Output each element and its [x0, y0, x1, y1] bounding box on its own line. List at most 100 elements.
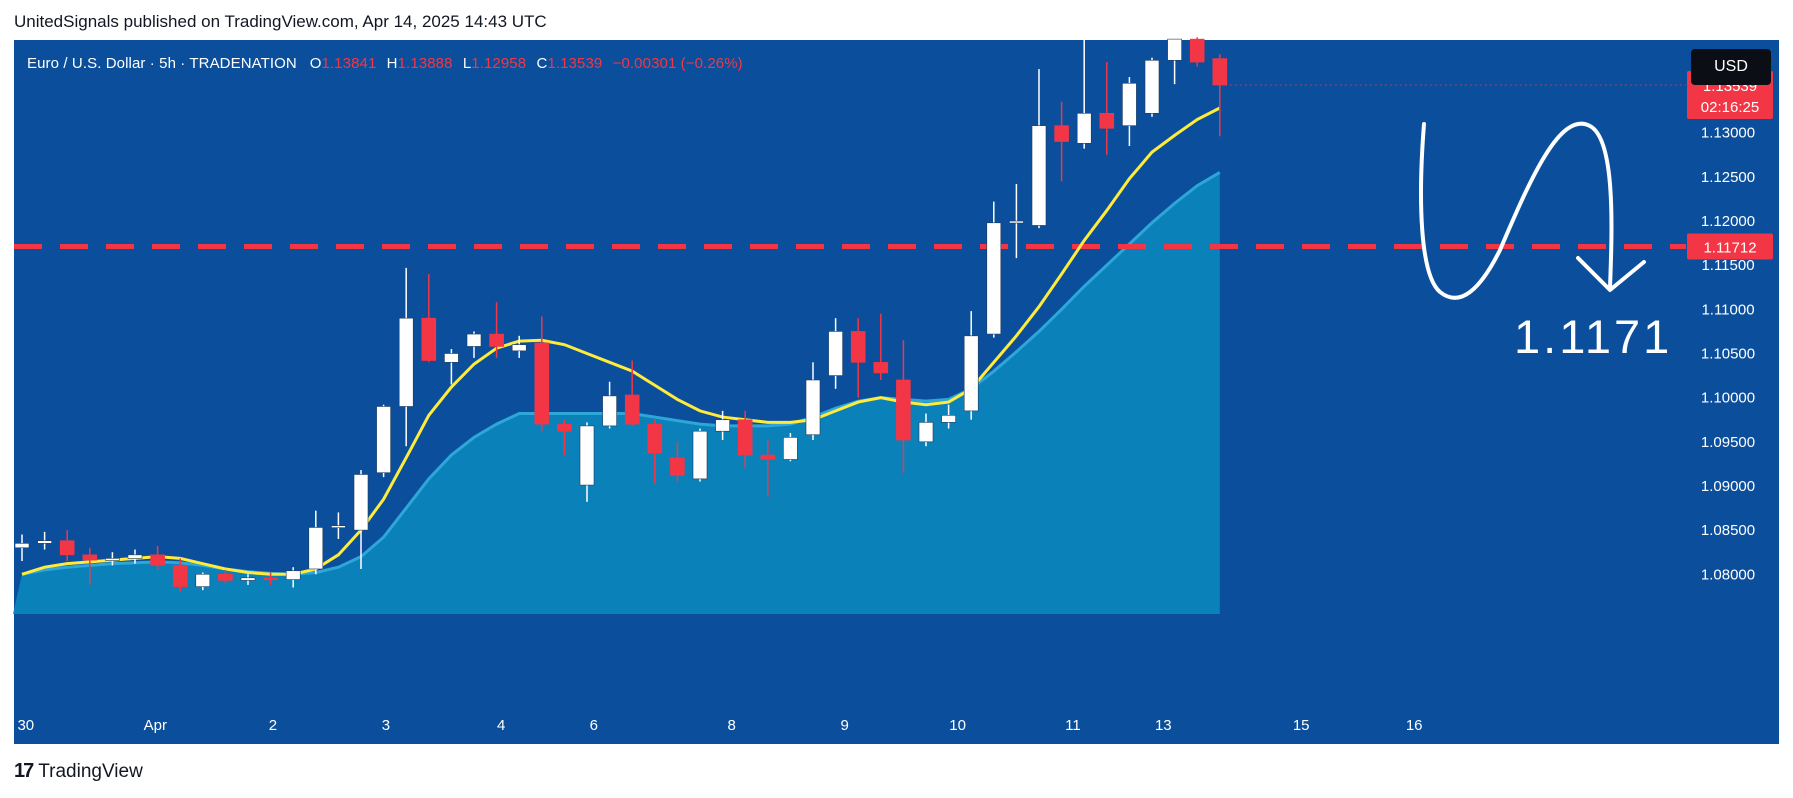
candle	[263, 572, 278, 585]
time-axis-tick-label: 3	[382, 717, 390, 734]
candle-body	[737, 419, 753, 456]
candle-body	[534, 342, 550, 425]
candle	[105, 552, 120, 566]
candle-body	[240, 577, 256, 581]
candle	[783, 432, 798, 462]
candle-body	[783, 437, 798, 460]
ema-area-fill	[12, 172, 1220, 614]
candle-body	[376, 406, 391, 474]
candle-body	[1031, 125, 1047, 226]
candle-body	[466, 333, 482, 347]
candle	[579, 422, 595, 502]
candle	[986, 201, 1002, 338]
legend-open-label: O	[309, 55, 322, 72]
candle	[1212, 54, 1228, 137]
candle-body	[331, 525, 346, 528]
candle-body	[828, 331, 843, 376]
time-axis-tick-label: 13	[1155, 717, 1172, 734]
candle	[195, 572, 211, 591]
candle	[285, 567, 301, 588]
candle-body	[195, 573, 211, 587]
legend-high-label: H	[386, 55, 398, 72]
legend-open-value: 1.13841	[321, 55, 377, 72]
candles-layer	[14, 7, 1228, 592]
time-axis: 30 Apr 2 3 4 6 8 9 10 11 13 15 16	[17, 717, 1422, 734]
tradingview-footer-logo: 17 TradingView	[14, 760, 143, 783]
candle-body	[805, 379, 821, 436]
price-axis-tick-label: 1.10500	[1701, 345, 1755, 362]
candle-body	[873, 362, 889, 374]
candle	[918, 413, 934, 447]
price-axis-tick-label: 1.13000	[1701, 125, 1755, 142]
candle-body	[285, 570, 301, 580]
time-axis-tick-label: 6	[590, 717, 598, 734]
candle-body	[963, 335, 979, 412]
candle-body	[82, 554, 98, 561]
candle-body	[1076, 112, 1092, 144]
ema-area-layer	[12, 171, 1221, 614]
candle	[805, 362, 821, 441]
published-by-line: UnitedSignals published on TradingView.c…	[14, 12, 547, 31]
candle	[1189, 37, 1205, 67]
candle-body	[850, 331, 866, 363]
candle	[557, 419, 572, 456]
legend-close-value: 1.13539	[547, 55, 603, 72]
candle-body	[896, 379, 911, 441]
candle	[534, 316, 550, 432]
candle-body	[59, 540, 75, 556]
candle	[1076, 7, 1092, 149]
candle	[172, 558, 188, 592]
price-axis-tick-label: 1.12000	[1701, 213, 1755, 230]
candle	[624, 360, 640, 426]
candle-body	[918, 422, 934, 443]
candle	[850, 318, 866, 398]
candle-body	[398, 317, 414, 407]
candle-body	[105, 558, 120, 561]
candle	[760, 440, 776, 497]
candle	[963, 311, 979, 420]
candle	[127, 549, 143, 564]
price-axis-tick-label: 1.11500	[1701, 257, 1754, 274]
time-axis-tick-label: 2	[269, 717, 277, 734]
candle-body	[715, 419, 730, 432]
candle	[1122, 77, 1137, 146]
candle	[398, 267, 414, 447]
candle-body	[647, 423, 663, 454]
currency-selector-button[interactable]: USD	[1691, 49, 1771, 85]
candle-body	[986, 222, 1002, 335]
legend-low-value: 1.12958	[471, 55, 527, 72]
candle	[647, 419, 663, 484]
candle	[1099, 62, 1115, 155]
candle-body	[421, 317, 437, 361]
candle	[489, 302, 504, 358]
level-price-value: 1.11712	[1703, 239, 1756, 256]
time-axis-tick-label: 8	[727, 717, 735, 734]
time-axis-tick-label: 11	[1065, 717, 1081, 734]
time-axis-tick-label: 30	[17, 717, 34, 734]
candle	[218, 569, 233, 584]
ema-line-layer	[21, 106, 1221, 576]
legend-change-value: −0.00301 (−0.26%)	[612, 55, 743, 72]
candle-body	[1054, 125, 1069, 142]
candle	[602, 381, 617, 429]
candle	[59, 530, 75, 562]
projection-arrowhead	[1576, 256, 1646, 292]
candle	[1167, 38, 1182, 85]
candle-body	[308, 527, 324, 570]
candle-body	[444, 353, 459, 363]
candle	[511, 335, 527, 358]
candle-body	[37, 540, 52, 544]
candle	[1144, 57, 1160, 117]
candle-body	[1144, 60, 1160, 114]
price-axis: 1.08000 1.08500 1.09000 1.09500 1.10000 1.105…	[1701, 125, 1755, 584]
tradingview-logo-icon: 17	[14, 760, 34, 782]
candle	[82, 547, 98, 585]
time-axis-tick-label: 9	[840, 717, 848, 734]
price-axis-tick-label: 1.08000	[1701, 566, 1755, 583]
price-axis-tick-label: 1.11000	[1701, 301, 1754, 318]
candle-body	[579, 425, 595, 486]
candle-body	[602, 395, 617, 427]
legend-low-label: L	[462, 55, 472, 72]
